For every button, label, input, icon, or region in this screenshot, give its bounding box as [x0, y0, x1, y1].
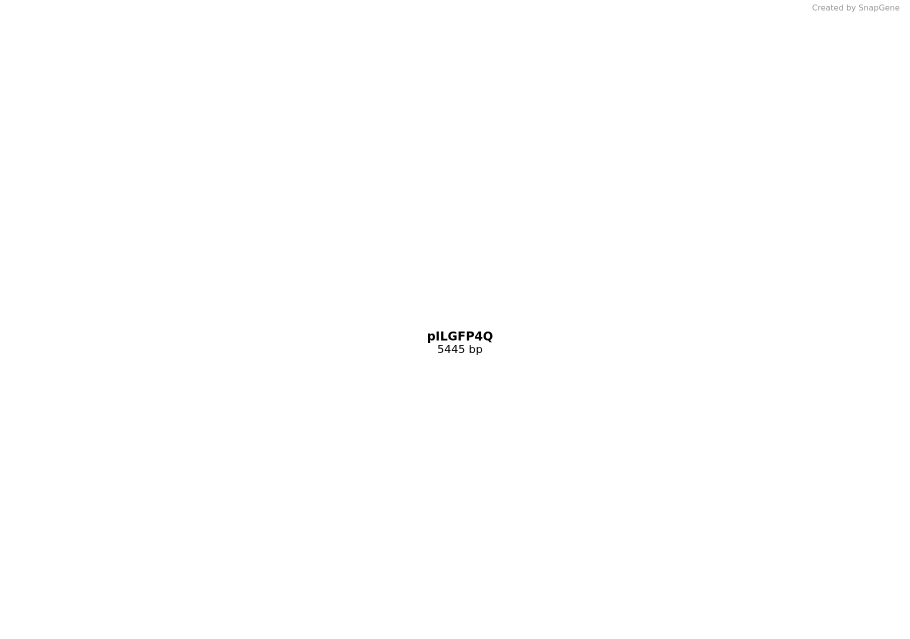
- plasmid-length: 5445 bp: [437, 343, 482, 356]
- plasmid-name: pILGFP4Q: [427, 330, 493, 344]
- credit: Created by SnapGene: [812, 4, 900, 13]
